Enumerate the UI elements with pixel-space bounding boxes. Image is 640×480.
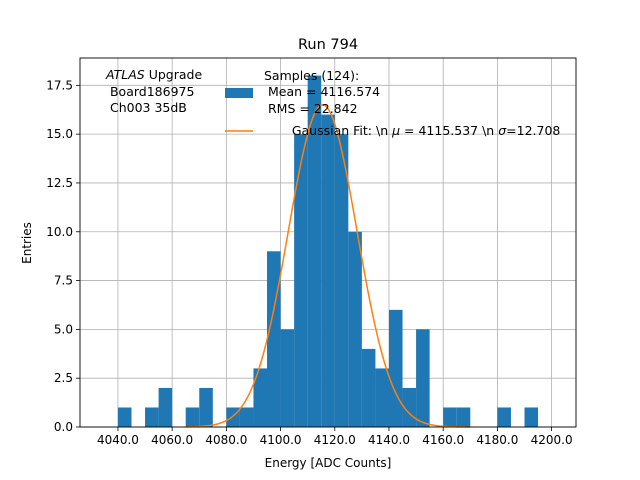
gaussian-fit-curve [185,104,471,428]
legend-fit-prefix: Gaussian Fit: \n [292,123,392,138]
annotation-channel: Ch003 35dB [106,100,187,115]
legend-hist-line3: RMS = 22.842 [264,101,358,116]
histogram-bar [145,407,159,427]
histogram-bar [253,368,268,427]
histogram-bar [348,231,362,427]
x-tick-label: 4100.0 [260,433,302,447]
histogram-bar [239,407,254,427]
y-tick-label: 0.0 [54,420,73,434]
svg-text:Gaussian Fit: \n μ = 4115.537: Gaussian Fit: \n μ = 4115.537 \n σ=12.70… [264,123,580,138]
histogram-bar [321,114,335,427]
y-axis-label: Entries [20,222,34,264]
atlas-annotation: ATLAS Upgrade Board186975 Ch003 35dB [105,67,202,115]
gaussian-fit [185,104,471,428]
y-tick-label: 2.5 [54,371,73,385]
x-axis-label: Energy [ADC Counts] [265,456,392,470]
histogram-bar [307,75,322,428]
legend-hist-line2: Mean = 4116.574 [264,84,380,99]
legend: Samples (124): Mean = 4116.574 RMS = 22.… [225,68,580,138]
x-tick-label: 4080.0 [205,433,247,447]
histogram-bars [117,75,539,428]
x-tick-label: 4060.0 [151,433,193,447]
x-tick-label: 4180.0 [476,433,518,447]
histogram-bar [280,329,295,427]
y-tick-label: 12.5 [46,176,73,190]
histogram-bar [294,134,308,427]
histogram-bar [416,329,430,427]
histogram-bar [199,387,213,427]
y-tick-label: 5.0 [54,322,73,336]
chart-title: Run 794 [298,37,358,53]
legend-hist-swatch [225,88,253,98]
svg-text:ATLAS Upgrade: ATLAS Upgrade [105,67,202,82]
legend-hist-line1: Samples (124): [264,68,359,83]
histogram-bar [443,407,457,427]
y-tick-label: 7.5 [54,274,73,288]
histogram-bar [334,134,349,427]
histogram-bar [375,368,389,427]
annotation-upgrade: Upgrade [145,67,203,82]
legend-fit-mu: μ [391,123,400,138]
x-tick-label: 4140.0 [368,433,410,447]
y-tick-label: 10.0 [46,225,73,239]
y-axis-ticks: 0.0 2.5 5.0 7.5 10.0 12.5 15.0 17.5 [46,78,80,434]
histogram-bar [158,387,173,427]
histogram-bar [524,407,539,427]
x-tick-label: 4160.0 [422,433,464,447]
legend-fit-mid: = 4115.537 \n [400,123,498,138]
annotation-atlas: ATLAS [105,67,145,82]
x-tick-label: 4120.0 [314,433,356,447]
x-axis-ticks: 4040.0 4060.0 4080.0 4100.0 4120.0 4140.0 4160… [97,427,573,447]
histogram-bar [267,251,281,427]
y-tick-label: 17.5 [46,78,73,92]
histogram-bar [117,407,132,427]
annotation-board: Board186975 [106,84,194,99]
histogram-bar [497,407,511,427]
histogram-bar [185,407,200,427]
histogram-bar [361,348,376,427]
plot-frame [79,57,577,428]
histogram-bar [456,407,471,427]
x-tick-label: 4200.0 [531,433,573,447]
y-tick-label: 15.0 [46,127,73,141]
x-tick-label: 4040.0 [97,433,139,447]
legend-fit-sigma: σ [498,123,507,138]
legend-fit-suffix: =12.708 [506,123,560,138]
histogram-bar [388,309,403,427]
